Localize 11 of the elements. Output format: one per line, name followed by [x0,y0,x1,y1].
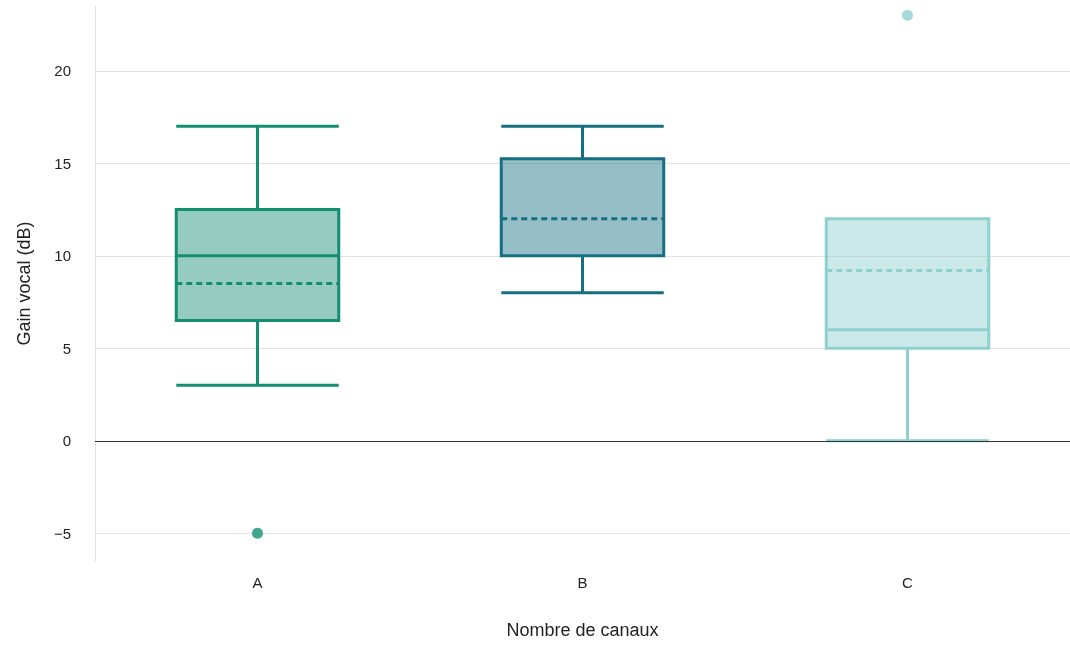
y-tick-label: 0 [62,432,71,450]
y-tick-label: 20 [54,62,71,80]
x-tick-label: A [252,574,263,591]
y-tick-label: −5 [53,524,71,542]
x-tick-label: B [577,574,588,591]
y-tick-label: 5 [62,339,71,357]
x-tick-label: C [902,574,914,591]
x-axis-title: Nombre de canaux [506,620,659,640]
y-tick-label: 15 [54,154,71,172]
y-tick-label: 10 [54,247,71,265]
y-axis-title: Gain vocal (dB) [14,221,34,346]
